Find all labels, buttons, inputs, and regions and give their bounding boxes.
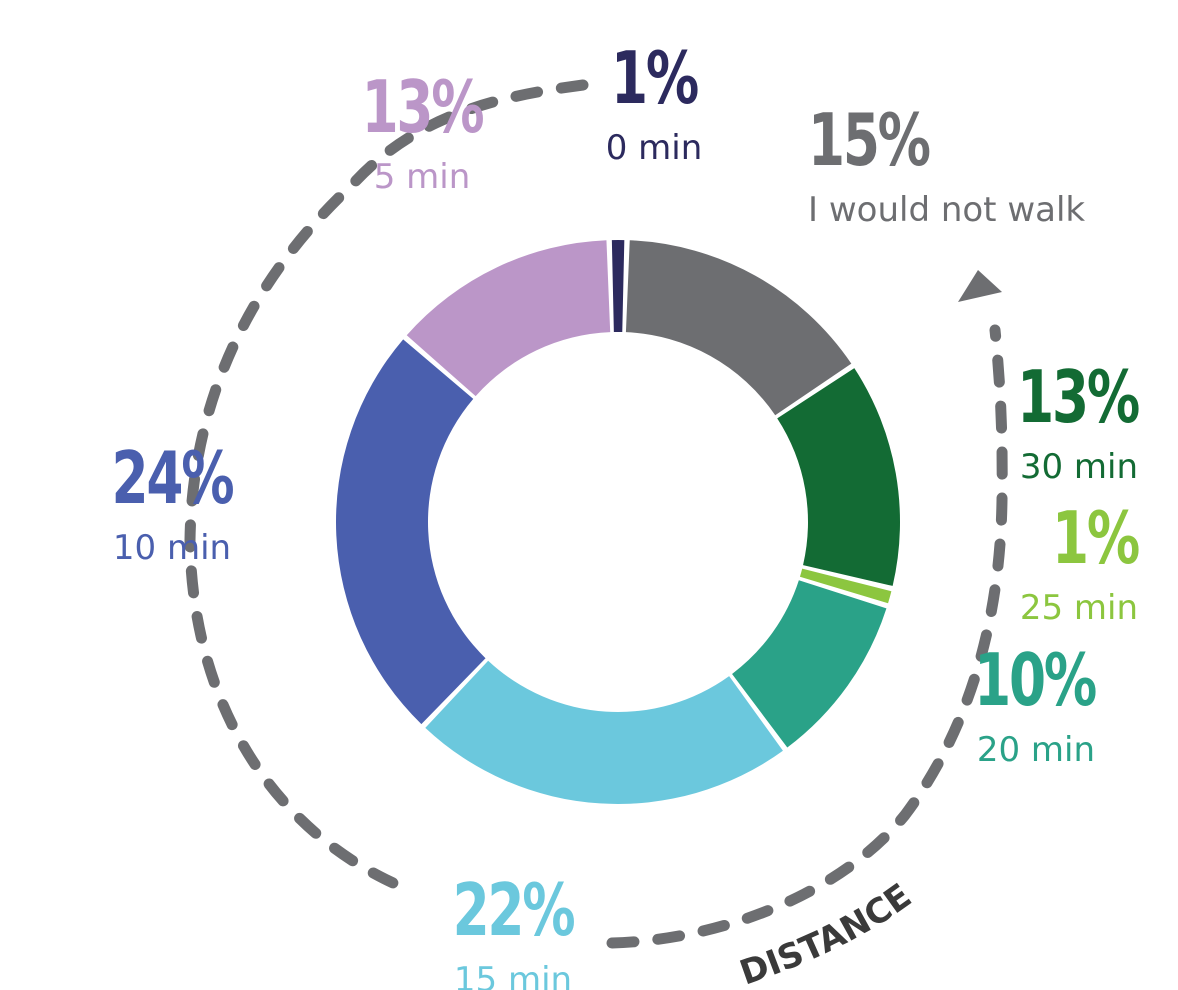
slice-percent-4: 10% <box>974 638 1096 722</box>
slice-label-1: I would not walk <box>808 190 1085 230</box>
slice-label-3: 25 min <box>1020 588 1138 628</box>
donut-slices <box>335 240 900 804</box>
slice-percent-3: 1% <box>1052 496 1139 580</box>
donut-slice-0 <box>611 240 625 333</box>
slice-label-4: 20 min <box>977 730 1095 770</box>
distance-arrow-head <box>958 270 1002 302</box>
slice-label-6: 10 min <box>113 528 231 568</box>
donut-slice-3 <box>799 568 892 604</box>
donut-slice-2 <box>777 368 900 586</box>
slice-label-2: 30 min <box>1020 447 1138 487</box>
distance-label: DISTANCE <box>735 876 919 990</box>
slice-label-0: 0 min <box>606 128 703 168</box>
slice-percent-7: 13% <box>362 65 484 149</box>
distance-arrow-path <box>184 79 1008 949</box>
slice-label-7: 5 min <box>374 157 471 197</box>
donut-slice-1 <box>625 240 852 416</box>
slice-percent-6: 24% <box>112 436 234 520</box>
slice-percent-1: 15% <box>808 98 930 182</box>
donut-slice-4 <box>732 580 887 748</box>
donut-slice-7 <box>406 240 611 397</box>
slice-percent-2: 13% <box>1017 355 1139 439</box>
distance-label-text: DISTANCE <box>735 876 919 990</box>
slice-percent-5: 22% <box>453 868 575 952</box>
donut-slice-6 <box>335 339 486 725</box>
slice-label-5: 15 min <box>454 960 572 990</box>
donut-slice-5 <box>425 660 783 804</box>
slice-percent-0: 1% <box>611 36 698 120</box>
slice-labels: 1% 0 min 15% I would not walk 13% 30 min 1% 25 … <box>112 36 1142 990</box>
